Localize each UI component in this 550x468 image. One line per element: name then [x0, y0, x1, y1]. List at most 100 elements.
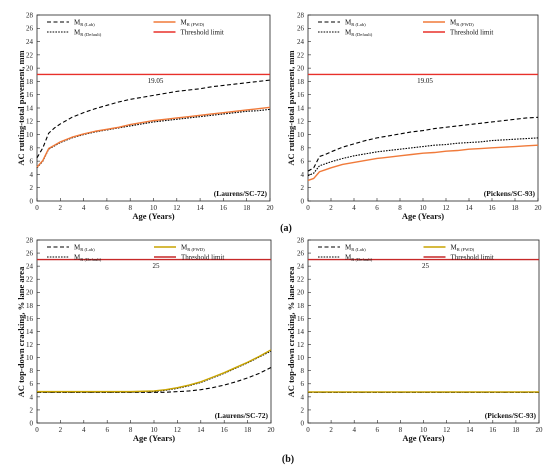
y-tick-label: 8 [30, 144, 34, 152]
x-axis-label: Age (Years) [133, 433, 175, 443]
y-tick-label: 22 [297, 51, 305, 59]
x-tick-label: 12 [443, 426, 451, 434]
legend-label-default: MR (Default) [345, 28, 373, 37]
legend-label-sub: R (FWD) [187, 22, 205, 27]
y-tick-label: 2 [30, 406, 34, 414]
series-line-fwd [37, 349, 272, 393]
legend-label-fwd: MR (FWD) [450, 18, 474, 27]
y-tick-label: 26 [26, 249, 34, 257]
y-tick-label: 10 [297, 354, 305, 362]
y-tick-label: 28 [26, 236, 34, 244]
y-tick-label: 4 [30, 393, 34, 401]
x-tick-label: 20 [268, 426, 276, 434]
legend-label-main: Threshold limit [450, 28, 493, 36]
y-tick-label: 0 [301, 419, 305, 427]
legend-label-main: Threshold limit [181, 28, 224, 36]
legend-label-main: M [181, 243, 188, 251]
plot-frame [36, 14, 271, 202]
legend-label-lab: MR (Lab) [74, 243, 95, 252]
x-tick-label: 10 [420, 426, 428, 434]
legend-label-sub: R (FWD) [456, 22, 474, 27]
panel-label-b: (b) [282, 454, 294, 465]
legend-label-threshold: Threshold limit [181, 253, 224, 261]
x-tick-label: 16 [489, 204, 497, 212]
site-label: (Laurens/SC-72) [215, 411, 269, 420]
legend-label-lab: MR (Lab) [74, 18, 95, 27]
legend-label-fwd: MR (FWD) [451, 243, 475, 252]
y-tick-label: 14 [297, 328, 305, 336]
legend-label-sub: R (FWD) [457, 247, 475, 252]
y-tick-label: 4 [301, 171, 305, 179]
x-tick-label: 14 [197, 426, 205, 434]
series-line-default [307, 137, 539, 177]
y-tick-label: 28 [297, 236, 305, 244]
x-tick-label: 18 [243, 204, 251, 212]
legend-label-sub: R (Lab) [80, 247, 95, 252]
y-tick-label: 18 [297, 302, 305, 310]
x-tick-label: 20 [535, 204, 543, 212]
x-tick-label: 8 [398, 204, 402, 212]
legend-label-default: MR (Default) [345, 253, 373, 262]
series-line-default [36, 108, 271, 169]
legend-label-sub: R (Default) [351, 32, 373, 37]
x-tick-label: 2 [59, 204, 63, 212]
x-tick-label: 12 [174, 426, 182, 434]
y-tick-label: 10 [26, 354, 34, 362]
legend: MR (Lab) MR (FWD)MR (Default) Threshold li… [47, 18, 224, 37]
y-tick-label: 6 [301, 380, 305, 388]
x-tick-label: 2 [329, 426, 333, 434]
y-tick-label: 26 [297, 249, 305, 257]
site-label: (Pickens/SC-93) [484, 189, 536, 198]
legend-label-sub: R (FWD) [187, 247, 205, 252]
legend: MR (Lab) MR (FWD)MR (Default) Threshold li… [318, 18, 493, 37]
x-tick-label: 14 [197, 204, 205, 212]
legend-label-lab: MR (Lab) [345, 18, 366, 27]
threshold-value-label: 25 [153, 262, 161, 270]
y-tick-label: 6 [30, 158, 34, 166]
y-tick-label: 0 [30, 197, 34, 205]
x-tick-label: 4 [352, 204, 356, 212]
y-tick-label: 24 [297, 38, 305, 46]
y-tick-label: 14 [26, 328, 34, 336]
threshold-value-label: 25 [422, 262, 430, 270]
legend-label-sub: R (Default) [80, 257, 102, 262]
y-tick-label: 8 [301, 144, 305, 152]
y-tick-label: 14 [26, 104, 34, 112]
x-tick-label: 10 [150, 204, 158, 212]
y-tick-label: 8 [301, 367, 305, 375]
x-tick-label: 10 [151, 426, 159, 434]
x-tick-label: 0 [35, 426, 39, 434]
legend-label-sub: R (Lab) [351, 247, 366, 252]
y-tick-label: 20 [26, 289, 34, 297]
y-tick-label: 22 [297, 276, 305, 284]
y-tick-label: 18 [297, 78, 305, 86]
legend-label-main: M [345, 243, 352, 251]
legend-label-main: Threshold limit [451, 253, 494, 261]
y-axis-label: AC rutting-total pavement, mm [286, 50, 296, 165]
y-tick-label: 26 [297, 25, 305, 33]
legend-label-sub: R (Default) [351, 257, 373, 262]
x-tick-label: 0 [306, 204, 310, 212]
x-tick-label: 2 [59, 426, 63, 434]
y-tick-label: 16 [297, 91, 305, 99]
y-tick-label: 12 [26, 341, 34, 349]
legend-label-lab: MR (Lab) [345, 243, 366, 252]
y-tick-label: 6 [30, 380, 34, 388]
x-tick-label: 14 [466, 204, 474, 212]
x-tick-label: 4 [352, 426, 356, 434]
site-label: (Pickens/SC-93) [485, 411, 537, 420]
y-tick-label: 8 [30, 367, 34, 375]
legend-label-sub: R (Lab) [351, 22, 366, 27]
x-tick-label: 2 [329, 204, 333, 212]
legend-label-fwd: MR (FWD) [181, 18, 205, 27]
panel-label-a: (a) [280, 223, 292, 234]
y-axis-label: AC top-down cracking, % lane area [286, 266, 296, 397]
y-tick-label: 18 [26, 78, 34, 86]
legend-label-main: M [345, 18, 352, 26]
legend-label-default: MR (Default) [74, 253, 102, 262]
x-tick-label: 10 [420, 204, 428, 212]
y-tick-label: 2 [30, 184, 34, 192]
